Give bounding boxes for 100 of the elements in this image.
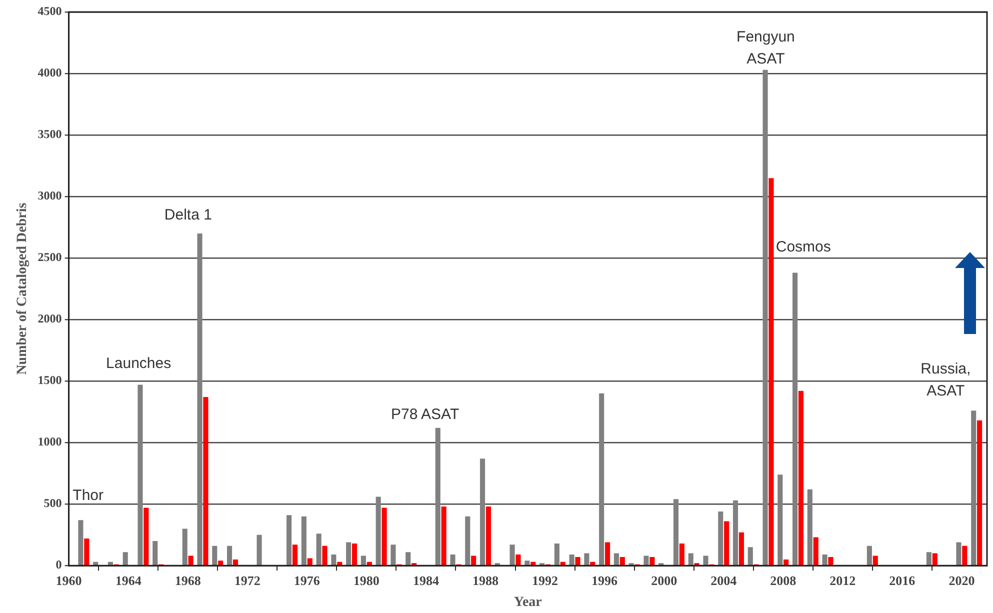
bar [599, 393, 604, 565]
y-tick-label: 1500 [38, 373, 62, 388]
bar [762, 70, 768, 565]
y-tick-label: 1000 [38, 434, 62, 449]
bar [226, 546, 232, 565]
bar [575, 556, 580, 565]
x-tick-label: 1964 [115, 572, 142, 588]
bar [366, 562, 372, 565]
x-tick-label: 2000 [651, 572, 678, 588]
bar [977, 420, 982, 565]
bar [322, 546, 328, 565]
bar [122, 552, 128, 565]
bar [182, 528, 188, 565]
bar [188, 556, 194, 565]
bar [152, 540, 158, 565]
x-tick-label: 1984 [412, 572, 440, 588]
bar [516, 554, 521, 565]
bar [530, 562, 536, 565]
bar [352, 543, 358, 565]
x-tick-label: 1960 [56, 572, 82, 588]
bar [286, 515, 292, 565]
x-axis-title: Year [514, 595, 542, 610]
bar [560, 562, 566, 565]
x-tick-label: 1972 [234, 572, 260, 588]
bar [679, 543, 684, 565]
bar [486, 506, 491, 565]
bar [644, 556, 649, 565]
bar [718, 511, 724, 565]
bar [872, 556, 878, 565]
y-tick-label: 3000 [38, 188, 62, 203]
bar [218, 560, 224, 565]
x-tick-label: 1996 [592, 572, 618, 588]
bar [480, 458, 486, 565]
bar [93, 562, 98, 565]
annotation: Russia, ASAT [920, 360, 971, 400]
bar [620, 556, 625, 565]
bar [778, 474, 783, 565]
x-tick-label: 1980 [353, 572, 380, 588]
bar [822, 554, 828, 565]
x-tick-label: 2012 [830, 572, 856, 588]
bar [724, 521, 730, 565]
x-tick-label: 1976 [294, 572, 320, 588]
bar [337, 562, 342, 565]
bar [524, 560, 530, 565]
bar [471, 556, 476, 565]
bar [108, 562, 113, 565]
bar [316, 534, 322, 565]
bar [292, 544, 298, 565]
annotation: P78 ASAT [391, 406, 460, 424]
bar [390, 544, 396, 565]
y-tick-label: 3500 [38, 127, 62, 142]
bar [650, 556, 655, 565]
bar [232, 559, 238, 565]
y-tick-label: 4500 [38, 4, 62, 18]
x-tick-label: 2004 [710, 572, 738, 588]
bar [144, 508, 149, 565]
bar [926, 552, 932, 565]
x-tick-label: 1992 [532, 572, 558, 588]
bar [614, 553, 619, 565]
bar [346, 542, 352, 565]
bar [376, 496, 381, 565]
bar [971, 410, 976, 565]
bar [590, 562, 596, 565]
bar [510, 544, 515, 565]
x-tick-label: 2020 [948, 572, 975, 588]
bar [256, 534, 262, 565]
bar [212, 546, 218, 565]
x-tick-label: 2008 [770, 572, 797, 588]
annotation: Delta 1 [164, 206, 212, 224]
bar [450, 554, 456, 565]
bar [962, 546, 968, 565]
bar [360, 556, 366, 565]
bar [197, 233, 202, 565]
bar [78, 520, 84, 565]
bar [703, 556, 708, 565]
bar [784, 559, 789, 565]
x-tick-label: 1988 [472, 572, 499, 588]
bar [307, 558, 312, 565]
bar [673, 499, 679, 565]
y-tick-label: 0 [56, 558, 62, 572]
bar [441, 506, 446, 565]
y-tick-label: 500 [44, 496, 62, 510]
bar [792, 272, 798, 565]
bar [828, 556, 834, 565]
bar [406, 552, 411, 565]
y-tick-label: 2500 [38, 250, 62, 264]
bar [748, 547, 753, 565]
bar [688, 553, 694, 565]
bar [798, 390, 804, 565]
bar [554, 543, 560, 565]
x-tick-label: 1968 [174, 572, 202, 588]
bar [435, 428, 440, 565]
bar [331, 554, 336, 565]
bar [956, 542, 962, 565]
bar [203, 397, 208, 565]
bar [768, 178, 774, 565]
x-tick-label: 2016 [889, 572, 916, 588]
annotation: Launches [106, 355, 172, 372]
y-axis-title: Number of Cataloged Debris [15, 202, 30, 375]
bar [138, 384, 143, 565]
